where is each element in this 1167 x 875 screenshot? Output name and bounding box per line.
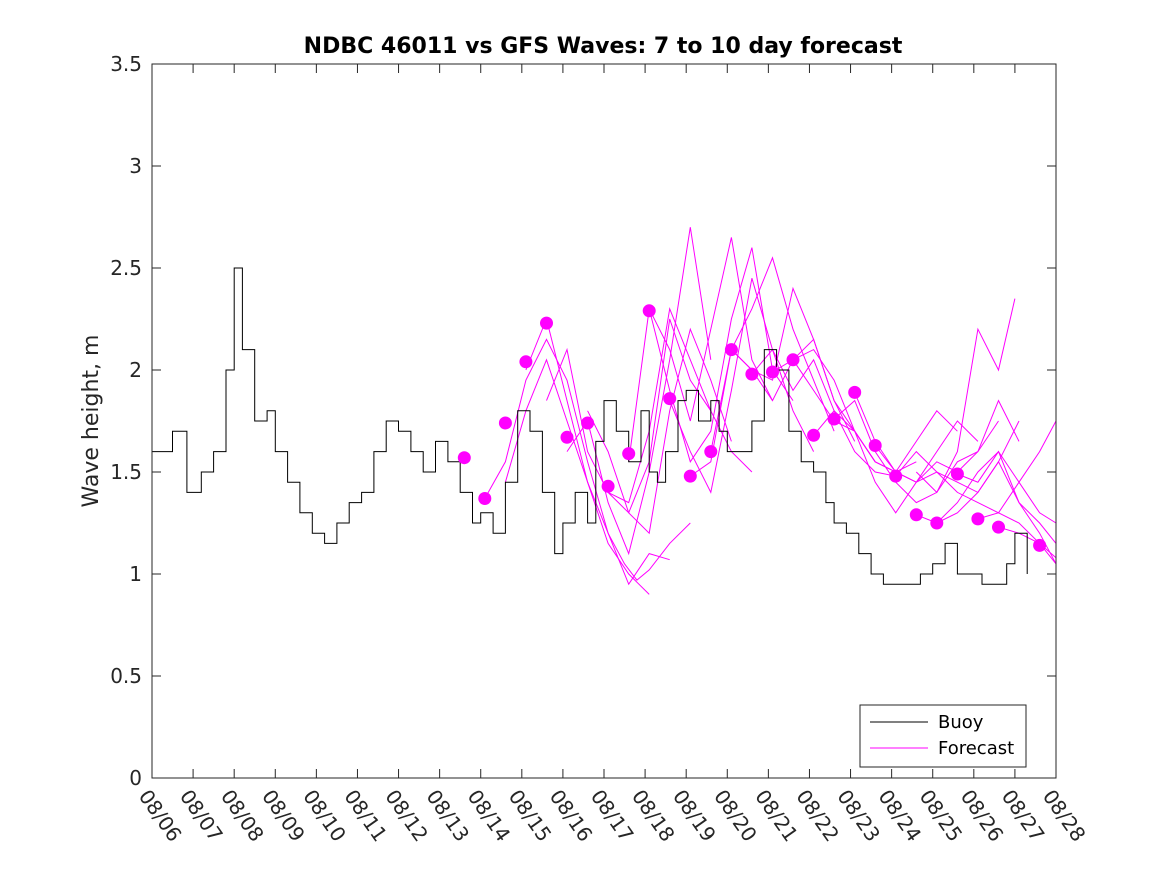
forecast-point (683, 469, 697, 483)
x-tick-label: 08/26 (956, 785, 1009, 846)
legend: Buoy Forecast (859, 704, 1027, 768)
x-tick-label: 08/28 (1038, 785, 1091, 846)
y-tick-label: 2.5 (110, 256, 142, 280)
forecast-point (745, 367, 759, 381)
x-tick-label: 08/21 (750, 785, 803, 846)
y-tick-label: 1 (129, 562, 142, 586)
y-tick-label: 3.5 (110, 52, 142, 76)
forecast-point (540, 316, 553, 330)
x-tick-label: 08/06 (134, 785, 187, 846)
forecast-line-22 (936, 460, 1057, 565)
forecast-line-5 (587, 327, 732, 535)
forecast-point (519, 355, 533, 369)
forecast-line-25 (998, 526, 1057, 565)
forecast-point (909, 508, 923, 522)
forecast-point (848, 385, 862, 399)
x-tick-label: 08/25 (915, 785, 968, 846)
forecast-point (581, 416, 595, 430)
forecast-point (950, 467, 964, 481)
x-tick-label: 08/24 (874, 785, 927, 846)
x-tick-label: 08/11 (339, 785, 392, 846)
x-tick-label: 08/20 (709, 785, 762, 846)
forecast-line-15 (792, 338, 958, 473)
x-tick-label: 08/09 (257, 785, 310, 846)
forecast-line-16 (813, 410, 979, 514)
forecast-point (724, 343, 738, 357)
legend-box (859, 704, 1027, 768)
forecast-point (601, 479, 615, 493)
forecast-line-26 (915, 298, 1016, 494)
buoy-line (152, 267, 1028, 585)
forecast-point (971, 512, 985, 526)
x-tick-label: 08/22 (791, 785, 844, 846)
forecast-line-0 (484, 338, 691, 581)
y-axis-label: Wave height, m (79, 335, 104, 508)
forecast-line-10 (690, 256, 835, 477)
forecast-line-23 (957, 450, 1057, 544)
forecast-point (992, 520, 1005, 534)
x-tick-label: 08/10 (298, 785, 351, 846)
forecast-point (868, 439, 882, 452)
forecast-point (560, 430, 574, 444)
y-tick-label: 3 (129, 154, 142, 178)
forecast-point (457, 451, 471, 465)
forecast-line-9 (669, 278, 815, 494)
y-tick-label: 2 (129, 358, 142, 382)
forecast-point (766, 365, 779, 379)
forecast-point (889, 469, 903, 483)
forecast-point (827, 412, 841, 426)
forecast-line-6 (607, 306, 753, 504)
forecast-line-17 (833, 399, 999, 504)
forecast-line-20 (895, 420, 1057, 514)
forecast-point (642, 304, 656, 318)
chart-title: NDBC 46011 vs GFS Waves: 7 to 10 day for… (304, 34, 903, 59)
x-tick-label: 08/17 (586, 785, 639, 846)
x-tick-label: 08/14 (463, 785, 516, 846)
forecast-point (1033, 538, 1047, 552)
forecast-point (786, 353, 800, 367)
x-tick-label: 08/13 (422, 785, 475, 846)
x-tick-label: 08/23 (832, 785, 885, 846)
x-tick-label: 08/07 (175, 785, 228, 846)
x-tick-label: 08/16 (545, 785, 598, 846)
y-tick-label: 0.5 (110, 664, 142, 688)
forecast-point (930, 516, 944, 530)
forecast-point (622, 447, 636, 461)
forecast-point (807, 428, 821, 442)
x-tick-label: 08/27 (997, 785, 1050, 846)
y-tick-label: 0 (129, 766, 142, 790)
x-tick-label: 08/18 (627, 785, 680, 846)
y-tick-label: 1.5 (110, 460, 142, 484)
forecast-point (478, 492, 492, 505)
x-tick-label: 08/15 (504, 785, 557, 846)
forecast-point (498, 416, 512, 430)
forecast-point (663, 392, 677, 406)
plot-area (151, 63, 1057, 779)
forecast-line-4 (566, 227, 712, 556)
legend-forecast-label: Forecast (938, 738, 1014, 759)
x-tick-label: 08/08 (216, 785, 269, 846)
forecast-point (704, 445, 718, 459)
legend-buoy-label: Buoy (938, 712, 984, 733)
x-tick-label: 08/12 (380, 785, 433, 846)
x-tick-label: 08/19 (668, 785, 721, 846)
forecast-line-13 (751, 348, 896, 477)
